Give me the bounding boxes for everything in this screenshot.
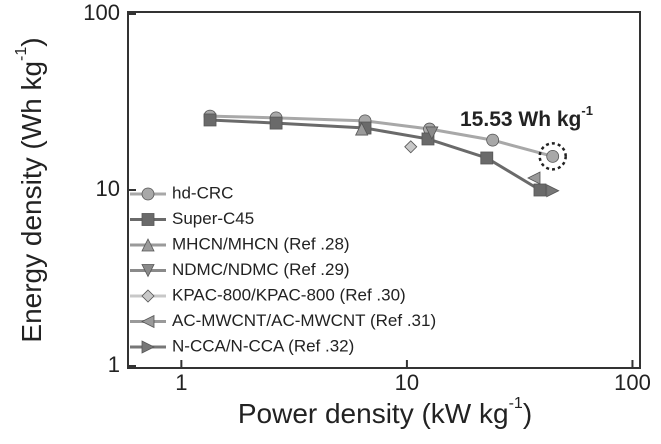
data-point: [546, 149, 560, 163]
y-tick-label: 1: [108, 352, 120, 377]
legend-marker: [141, 314, 155, 329]
annotation-text: 15.53 Wh kg: [460, 108, 581, 131]
series-line: [209, 114, 554, 158]
y-tick-label: 10: [96, 176, 120, 201]
data-point: [269, 116, 283, 130]
legend-marker: [141, 340, 155, 354]
legend-label: AC-MWCNT/AC-MWCNT (Ref .31): [172, 311, 436, 330]
x-label-text: Power density (kW kg: [238, 398, 509, 429]
x-label-end: ): [523, 398, 532, 429]
x-tick-label: 100: [614, 370, 651, 395]
highlight-ring: [538, 142, 567, 171]
legend-label: hd-CRC: [172, 183, 233, 202]
data-point: [527, 171, 541, 185]
y-label-end: ): [16, 37, 47, 46]
annotation-sup: -1: [581, 103, 593, 118]
x-label-sup: -1: [509, 395, 523, 412]
legend-label: NDMC/NDMC (Ref .29): [172, 260, 350, 279]
legend-marker: [141, 187, 155, 201]
legend-label: N-CCA/N-CCA (Ref .32): [172, 336, 354, 355]
data-point: [533, 183, 547, 197]
legend-marker: [141, 213, 155, 226]
y-tick-label: 100: [83, 0, 120, 25]
x-axis-label: Power density (kW kg-1): [238, 395, 532, 429]
legend-marker: [141, 238, 155, 252]
y-label-text: Energy density (Wh kg: [16, 61, 47, 343]
data-point: [480, 151, 494, 165]
data-point: [486, 133, 500, 147]
x-tick-label: 1: [175, 370, 187, 395]
annotation: 15.53 Wh kg-1: [460, 103, 593, 130]
y-label-sup: -1: [13, 47, 30, 61]
data-point: [425, 126, 439, 140]
y-axis-label: Energy density (Wh kg-1): [13, 37, 47, 342]
legend-label: MHCN/MHCN (Ref .28): [172, 234, 350, 253]
data-point: [404, 140, 418, 154]
legend-label: Super-C45: [172, 209, 254, 228]
legend-marker: [141, 289, 155, 303]
series-line: [209, 118, 541, 192]
data-point: [546, 184, 560, 198]
legend-marker: [141, 264, 155, 278]
x-tick-label: 10: [395, 370, 419, 395]
data-point: [203, 113, 217, 127]
legend-label: KPAC-800/KPAC-800 (Ref .30): [172, 285, 406, 304]
data-point: [355, 122, 369, 136]
